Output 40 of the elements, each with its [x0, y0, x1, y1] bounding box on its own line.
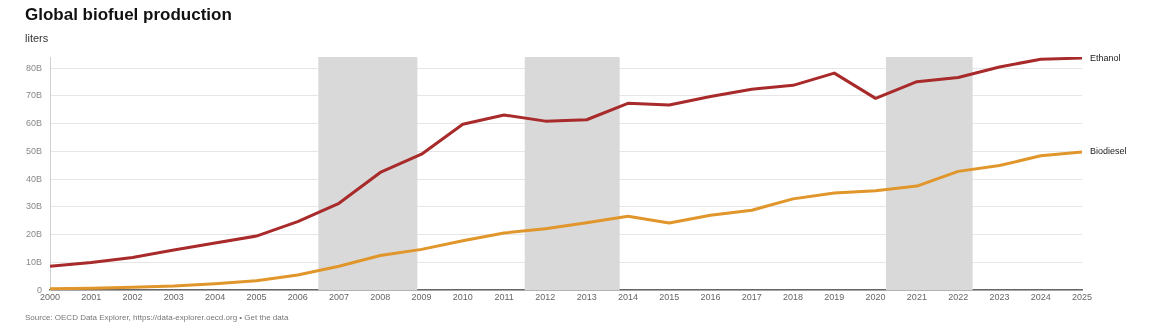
x-tick-label: 2013 [576, 292, 597, 303]
y-tick-label: 0 [37, 284, 43, 295]
x-tick-label: 2015 [659, 292, 680, 303]
x-tick-label: 2025 [1071, 292, 1093, 303]
y-tick-label: 70B [26, 90, 43, 101]
x-tick-label: 2007 [328, 292, 349, 303]
y-tick-label: 60B [26, 118, 43, 129]
x-tick-label: 2010 [452, 292, 473, 303]
y-tick-label: 40B [26, 173, 43, 184]
x-tick-label: 2016 [700, 292, 721, 303]
x-tick-label: 2003 [163, 292, 184, 303]
y-tick-label: 80B [26, 62, 43, 73]
y-tick-label: 20B [26, 229, 43, 240]
y-tick-label: 50B [26, 145, 43, 156]
x-tick-label: 2014 [617, 292, 638, 303]
x-tick-label: 2024 [1030, 292, 1051, 303]
x-tick-label: 2005 [246, 292, 267, 303]
x-tick-label: 2004 [205, 292, 226, 303]
x-tick-label: 2001 [81, 292, 102, 303]
x-tick-label: 2000 [40, 292, 61, 303]
x-tick-label: 2008 [370, 292, 391, 303]
x-tick-label: 2020 [865, 292, 886, 303]
x-tick-label: 2022 [948, 292, 969, 303]
x-tick-label: 2023 [989, 292, 1010, 303]
x-tick-label: 2021 [906, 292, 927, 303]
x-tick-label: 2019 [824, 292, 845, 303]
y-axis-title: liters [25, 32, 49, 44]
x-tick-label: 2018 [783, 292, 804, 303]
x-tick-label: 2002 [122, 292, 143, 303]
x-tick-label: 2012 [535, 292, 556, 303]
chart-title: Global biofuel production [25, 5, 232, 25]
x-tick-label: 2011 [494, 292, 514, 303]
series-label: Ethanol [1090, 52, 1121, 63]
y-tick-label: 10B [26, 256, 43, 267]
x-tick-label: 2006 [287, 292, 308, 303]
x-tick-label: 2017 [741, 292, 762, 303]
source-note: Source: OECD Data Explorer, https://data-explorer.oecd.org • Get the data [25, 313, 289, 322]
y-tick-label: 30B [26, 201, 43, 212]
x-tick-label: 2009 [411, 292, 432, 303]
series-label: Biodiesel [1090, 146, 1127, 157]
